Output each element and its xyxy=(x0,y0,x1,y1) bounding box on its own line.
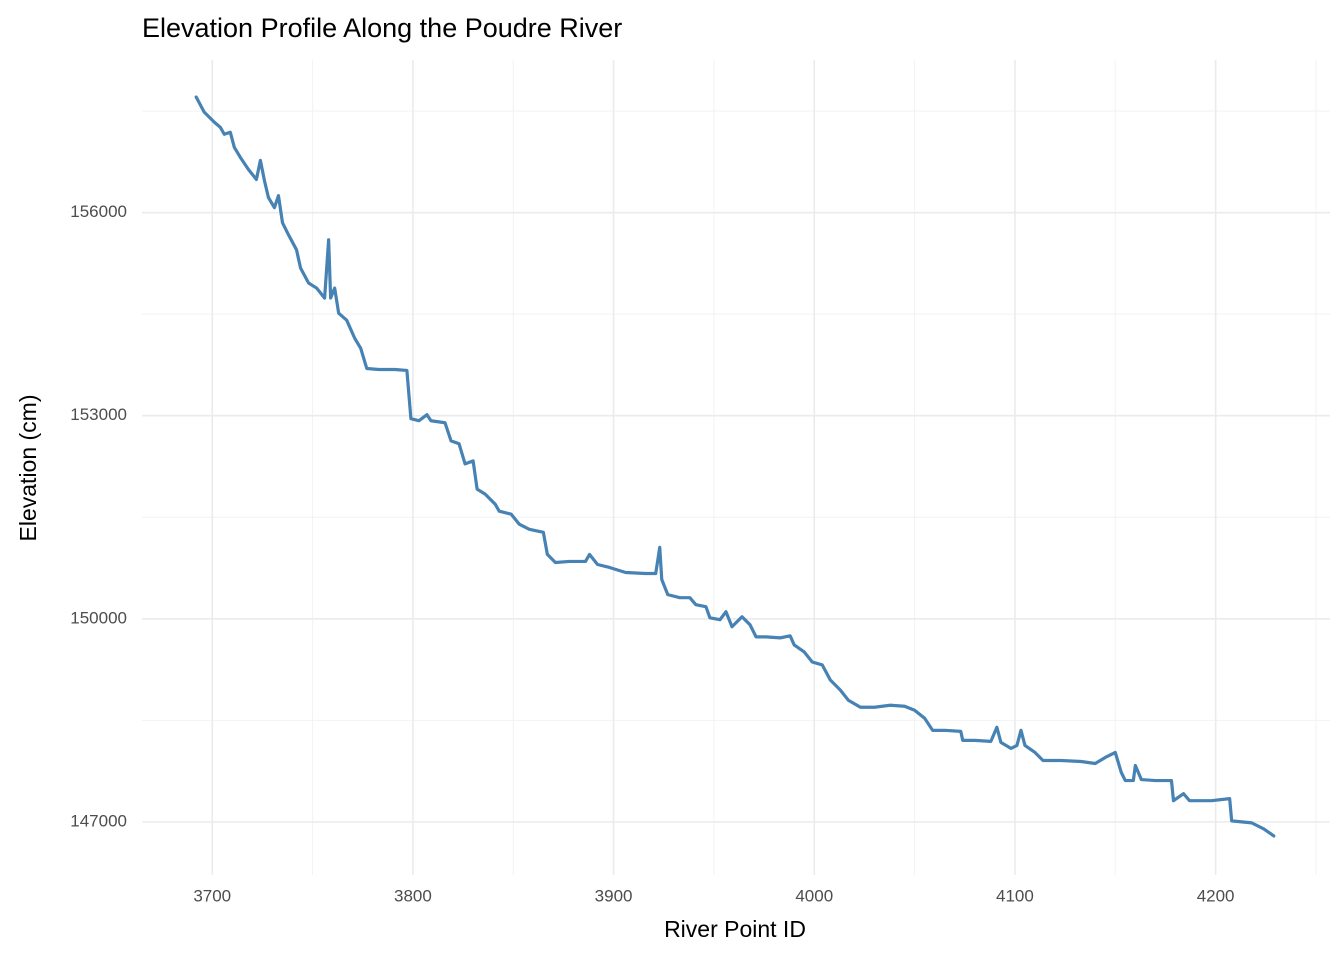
x-tick-label: 4100 xyxy=(996,886,1034,905)
y-axis-title: Elevation (cm) xyxy=(15,395,41,542)
x-tick-label: 3700 xyxy=(193,886,231,905)
x-axis-title: River Point ID xyxy=(664,916,806,942)
x-tick-label: 4000 xyxy=(795,886,833,905)
y-tick-label: 150000 xyxy=(70,608,127,627)
line xyxy=(194,95,1276,838)
x-tick-label: 3900 xyxy=(595,886,633,905)
x-tick-label: 4200 xyxy=(1197,886,1235,905)
y-tick-label: 153000 xyxy=(70,405,127,424)
y-tick-label: 147000 xyxy=(70,811,127,830)
y-tick-label: 156000 xyxy=(70,202,127,221)
chart-title: Elevation Profile Along the Poudre River xyxy=(142,13,622,43)
x-tick-label: 3800 xyxy=(394,886,432,905)
